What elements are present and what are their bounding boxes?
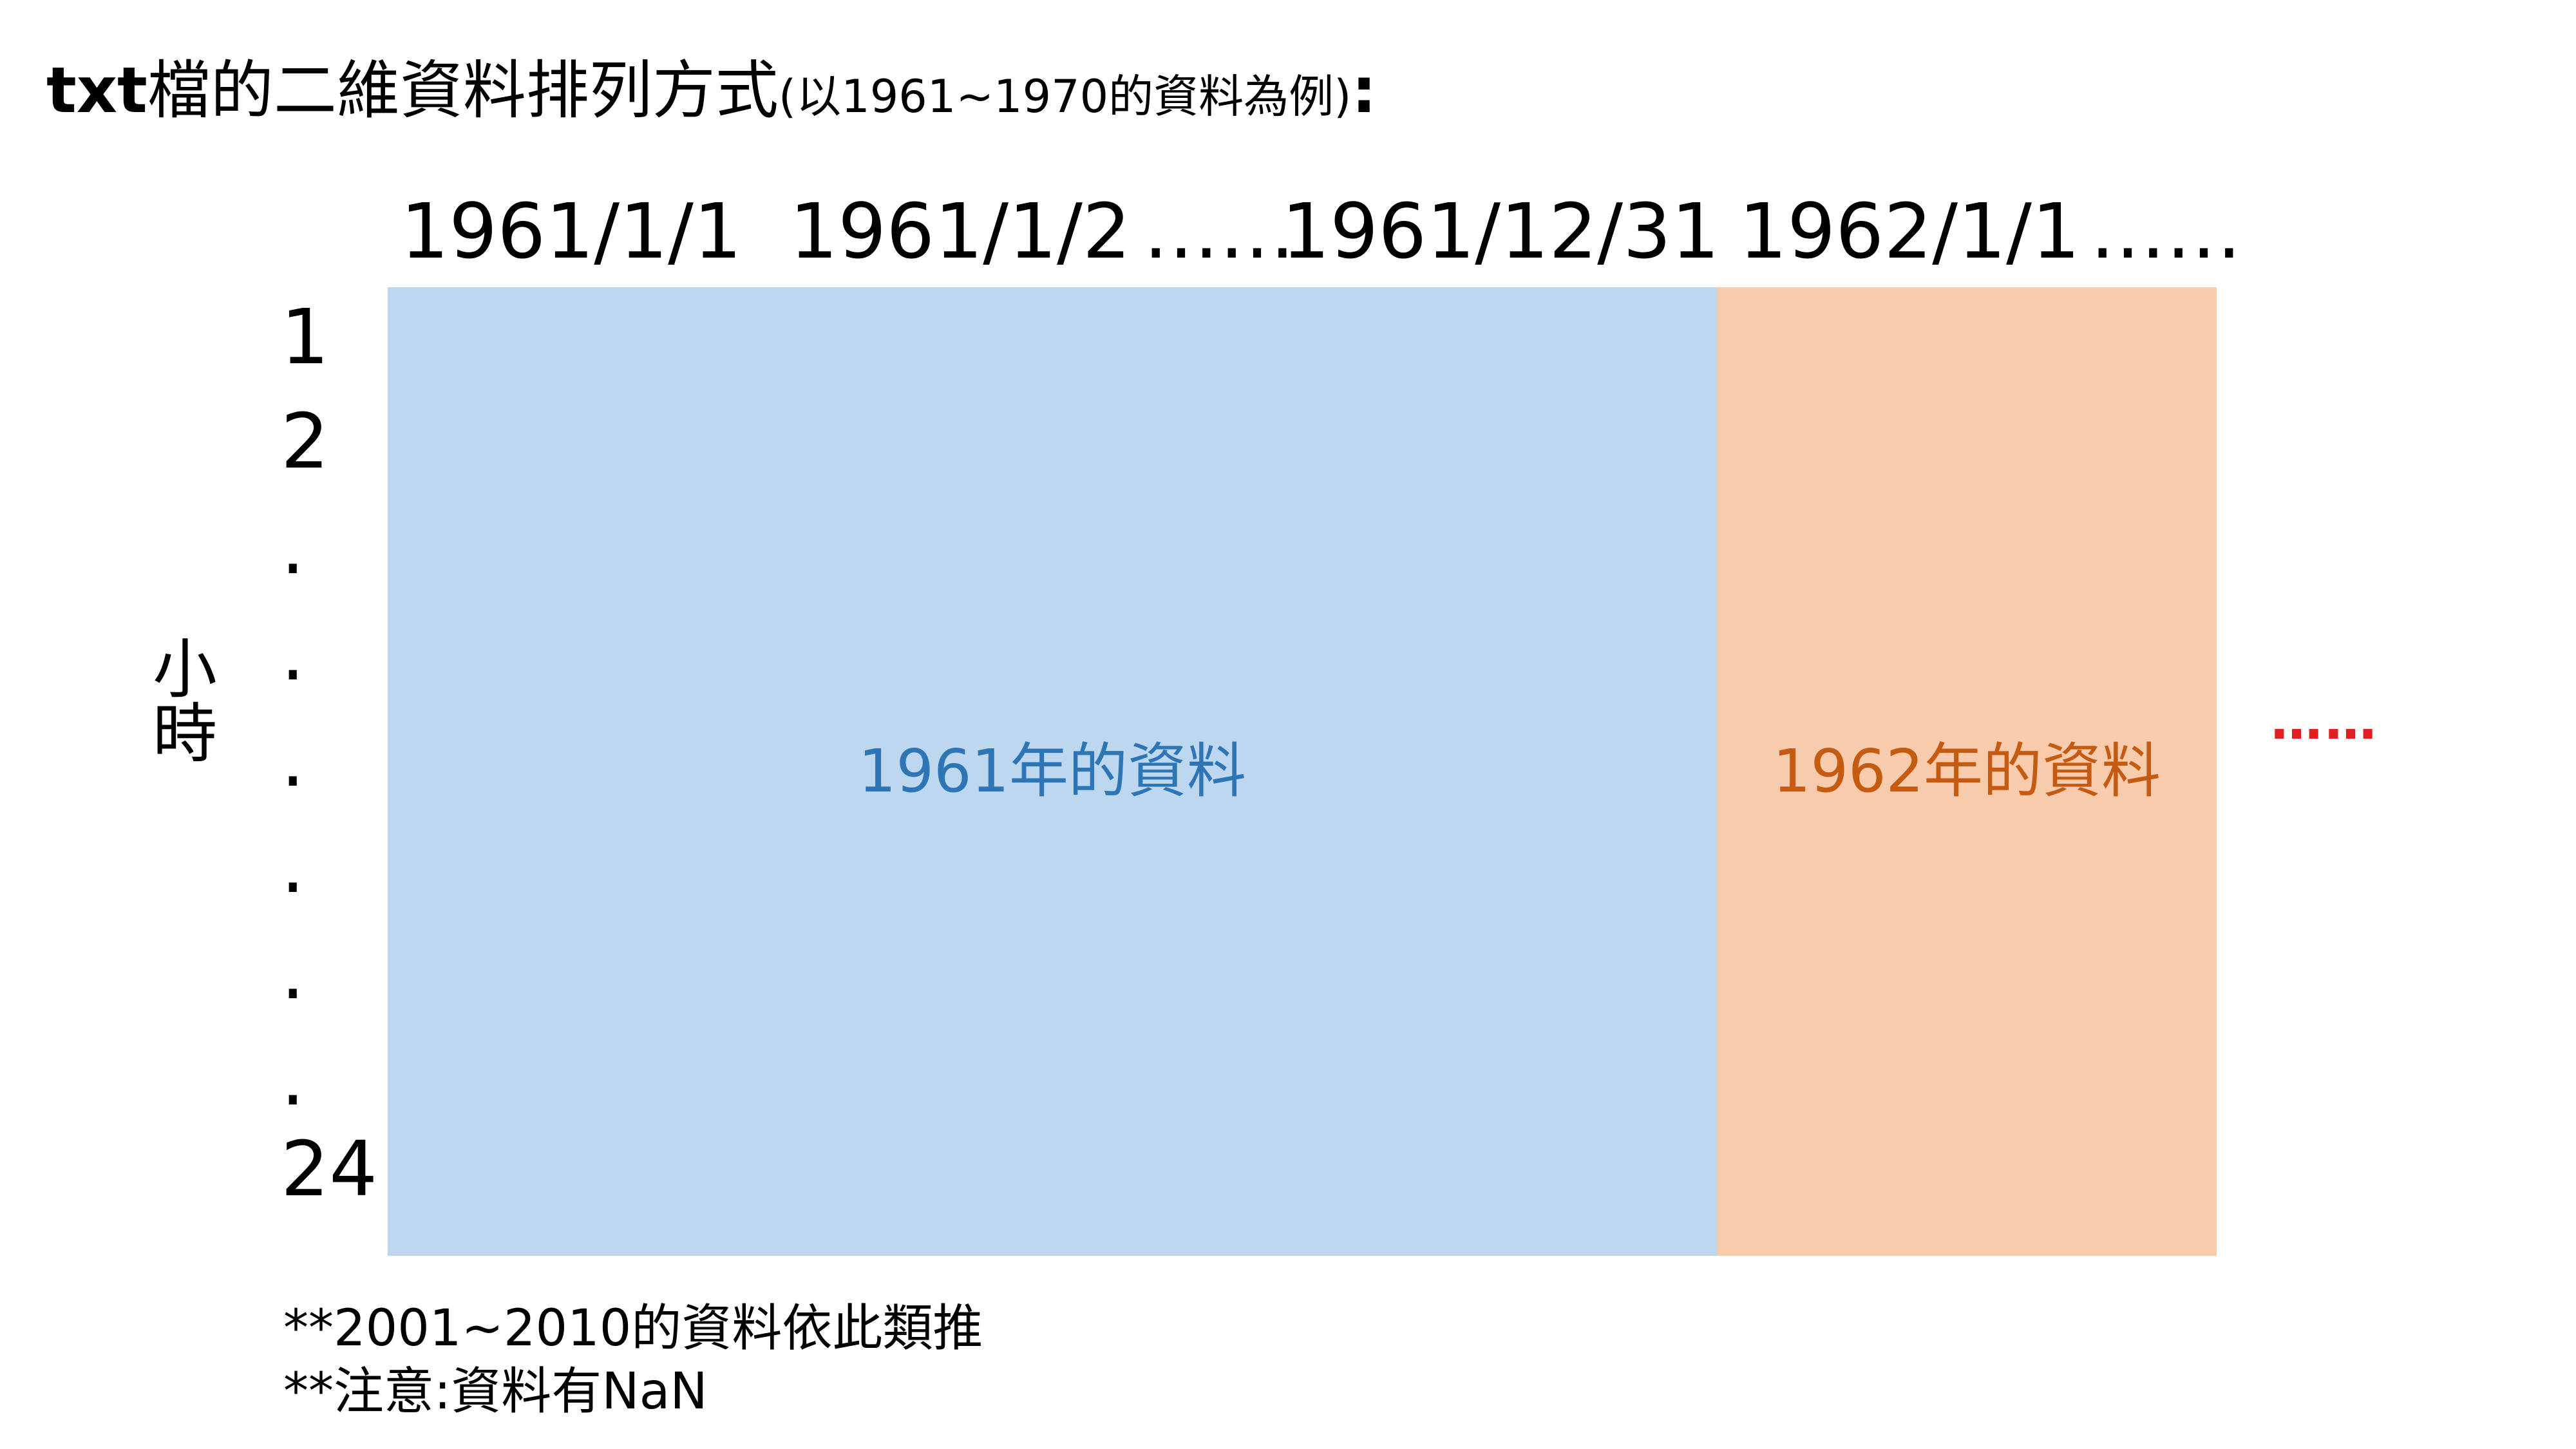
row-label-dot-2: .	[281, 609, 305, 697]
data-block-1961-label: 1961年的資料	[858, 737, 1247, 806]
data-block-1962: 1962年的資料	[1717, 287, 2217, 1256]
page-title: txt檔的二維資料排列方式 (以1961~1970的資料為例) :	[46, 59, 1377, 143]
data-block-1961: 1961年的資料	[388, 287, 1717, 1256]
row-label-dot-1: .	[281, 502, 305, 591]
title-subtitle: (以1961~1970的資料為例)	[778, 70, 1352, 123]
title-colon: :	[1351, 54, 1377, 128]
row-label-dot-6: .	[281, 1034, 305, 1122]
row-label-dot-4: .	[281, 821, 305, 910]
axis-label-hours: 小時	[153, 632, 217, 772]
row-label-dot-5: .	[281, 927, 305, 1016]
row-label-dot-3: .	[281, 715, 305, 804]
col-label-1961-1-2: 1961/1/2	[790, 187, 1131, 276]
note-nan-warning: **注意:資料有NaN	[283, 1363, 708, 1421]
row-label-2: 2	[281, 397, 330, 486]
col-label-1961-1-1: 1961/1/1	[401, 187, 742, 276]
more-ellipsis: ……	[2271, 691, 2379, 751]
data-block-1962-label: 1962年的資料	[1772, 737, 2161, 806]
col-label-1962-1-1: 1962/1/1	[1739, 187, 2080, 276]
col-label-ellipsis-2: ……	[2090, 187, 2242, 276]
row-label-1: 1	[281, 292, 330, 381]
col-label-1961-12-31: 1961/12/31	[1282, 187, 1720, 276]
col-label-ellipsis-1: ……	[1143, 187, 1295, 276]
title-main: txt檔的二維資料排列方式	[46, 54, 779, 128]
row-label-24: 24	[281, 1124, 378, 1213]
note-2001-2010: **2001~2010的資料依此類推	[283, 1300, 983, 1358]
